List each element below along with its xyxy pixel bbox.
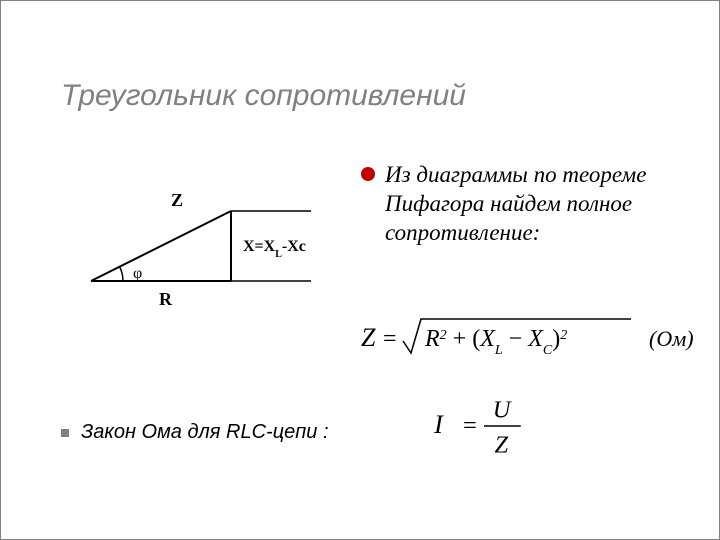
- formula-z-lhs: Z: [361, 323, 376, 352]
- formula-i-lhs: I: [433, 410, 444, 439]
- formula-i: I = U Z: [421, 391, 561, 461]
- label-phi: φ: [133, 265, 142, 282]
- formula-i-eq: =: [463, 412, 477, 439]
- square-bullet-icon: [61, 429, 69, 437]
- label-x: X=XL-Xc: [243, 238, 306, 260]
- ohms-law-row: Закон Ома для RLC-цепи :: [61, 421, 329, 444]
- impedance-triangle: Z R X=XL-Xc φ: [61, 171, 321, 311]
- bullet-row: Из диаграммы по теореме Пифагора найдем …: [361, 161, 691, 247]
- formula-z-inside: R2 + (XL − XC)2: [424, 326, 567, 358]
- slide: Треугольник сопротивлений Z R X=XL-Xc φ …: [0, 0, 720, 540]
- formula-z-eq: =: [383, 326, 397, 352]
- ohms-law-text: Закон Ома для RLC-цепи :: [81, 421, 329, 444]
- triangle-hypotenuse: [91, 211, 231, 281]
- formula-z: Z = R2 + (XL − XC)2 (Ом): [361, 311, 701, 361]
- label-z: Z: [171, 190, 183, 210]
- formula-i-num: U: [493, 396, 513, 423]
- bullet-dot-icon: [361, 167, 375, 181]
- formula-i-den: Z: [495, 431, 509, 458]
- page-title: Треугольник сопротивлений: [61, 79, 466, 113]
- bullet-text: Из диаграммы по теореме Пифагора найдем …: [385, 161, 691, 247]
- label-r: R: [159, 289, 173, 309]
- right-text-block: Из диаграммы по теореме Пифагора найдем …: [361, 161, 691, 247]
- angle-arc: [120, 267, 123, 281]
- formula-z-unit: (Ом): [649, 326, 694, 351]
